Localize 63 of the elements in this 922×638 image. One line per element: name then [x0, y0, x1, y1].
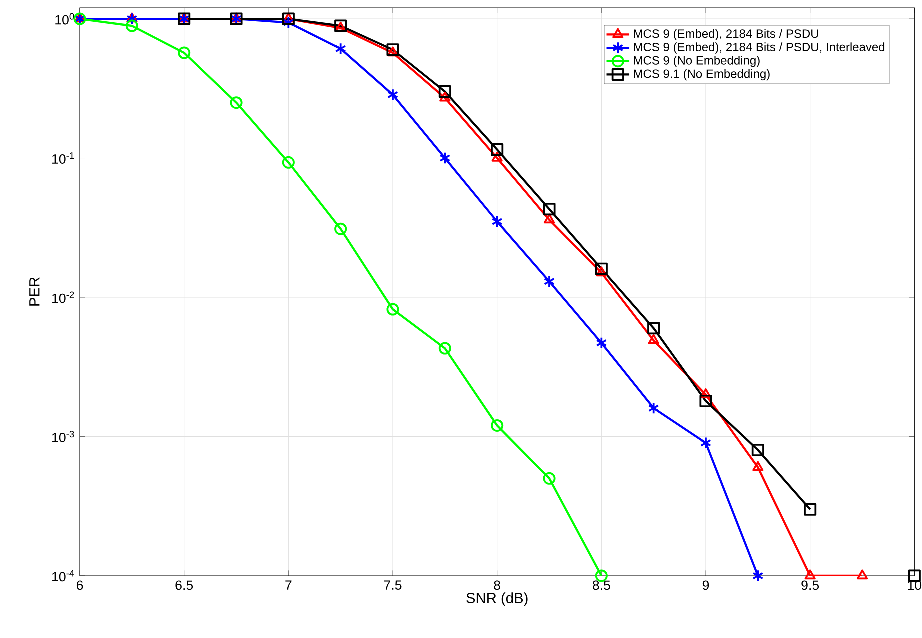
point	[230, 96, 243, 110]
point	[491, 144, 504, 156]
point	[438, 342, 452, 355]
x-tick-label: 9	[702, 580, 710, 590]
point	[126, 20, 138, 32]
legend-label: MCS 9 (Embed), 2184 Bits / PSDU, Interleaved	[634, 42, 885, 54]
point	[596, 336, 608, 350]
point	[282, 156, 295, 169]
x-axis-title: SNR (dB)	[466, 592, 528, 606]
point	[386, 303, 400, 316]
point	[648, 322, 660, 335]
y-tick-label: 10$^{-3}$	[52, 431, 74, 442]
point	[700, 394, 712, 408]
point	[283, 16, 294, 30]
point	[804, 503, 817, 516]
point	[596, 266, 608, 277]
point	[804, 570, 816, 580]
x-tick-label: 8	[494, 580, 500, 590]
point	[126, 12, 138, 23]
y-tick-label: 10$^{-2}$	[52, 292, 74, 304]
point	[752, 461, 764, 472]
x-tick-label: 6.5	[176, 580, 194, 590]
point	[440, 152, 451, 165]
x-tick-label: 6	[76, 580, 84, 590]
y-tick-label: 10$^{-1}$	[52, 152, 74, 164]
x-tick-label: 7.5	[384, 580, 402, 590]
legend-label: MCS 9 (Embed), 2184 Bits / PSDU	[634, 29, 818, 40]
point	[544, 275, 556, 288]
point	[491, 419, 504, 432]
point	[908, 570, 921, 582]
point	[856, 570, 868, 580]
point	[595, 262, 608, 276]
x-tick-label: 7	[286, 580, 292, 590]
point	[752, 570, 764, 582]
point	[752, 444, 764, 457]
point	[335, 42, 346, 56]
point	[648, 402, 660, 415]
y-tick-label: 10$^{0}$	[56, 13, 74, 25]
point	[700, 436, 712, 450]
point	[283, 12, 294, 23]
point	[126, 12, 138, 26]
point	[387, 46, 399, 57]
point	[386, 44, 400, 56]
y-axis-title: PER	[30, 278, 40, 306]
point	[440, 92, 451, 102]
point	[334, 222, 348, 236]
point	[230, 12, 242, 23]
x-tick-label: 8.5	[592, 580, 610, 590]
point	[492, 215, 503, 228]
point	[387, 88, 399, 102]
point	[700, 388, 712, 398]
point	[543, 472, 556, 485]
point	[282, 12, 295, 26]
x-tick-label: 9.5	[802, 580, 820, 590]
legend-label: MCS 9 (No Embedding)	[634, 56, 760, 68]
point	[492, 152, 503, 162]
point	[543, 203, 556, 216]
point	[178, 46, 191, 60]
point	[544, 214, 556, 224]
point	[648, 334, 660, 344]
legend-label: MCS 9.1 (No Embedding)	[634, 69, 770, 81]
point	[438, 86, 452, 98]
y-tick-label: 10$^{-4}$	[52, 570, 74, 582]
